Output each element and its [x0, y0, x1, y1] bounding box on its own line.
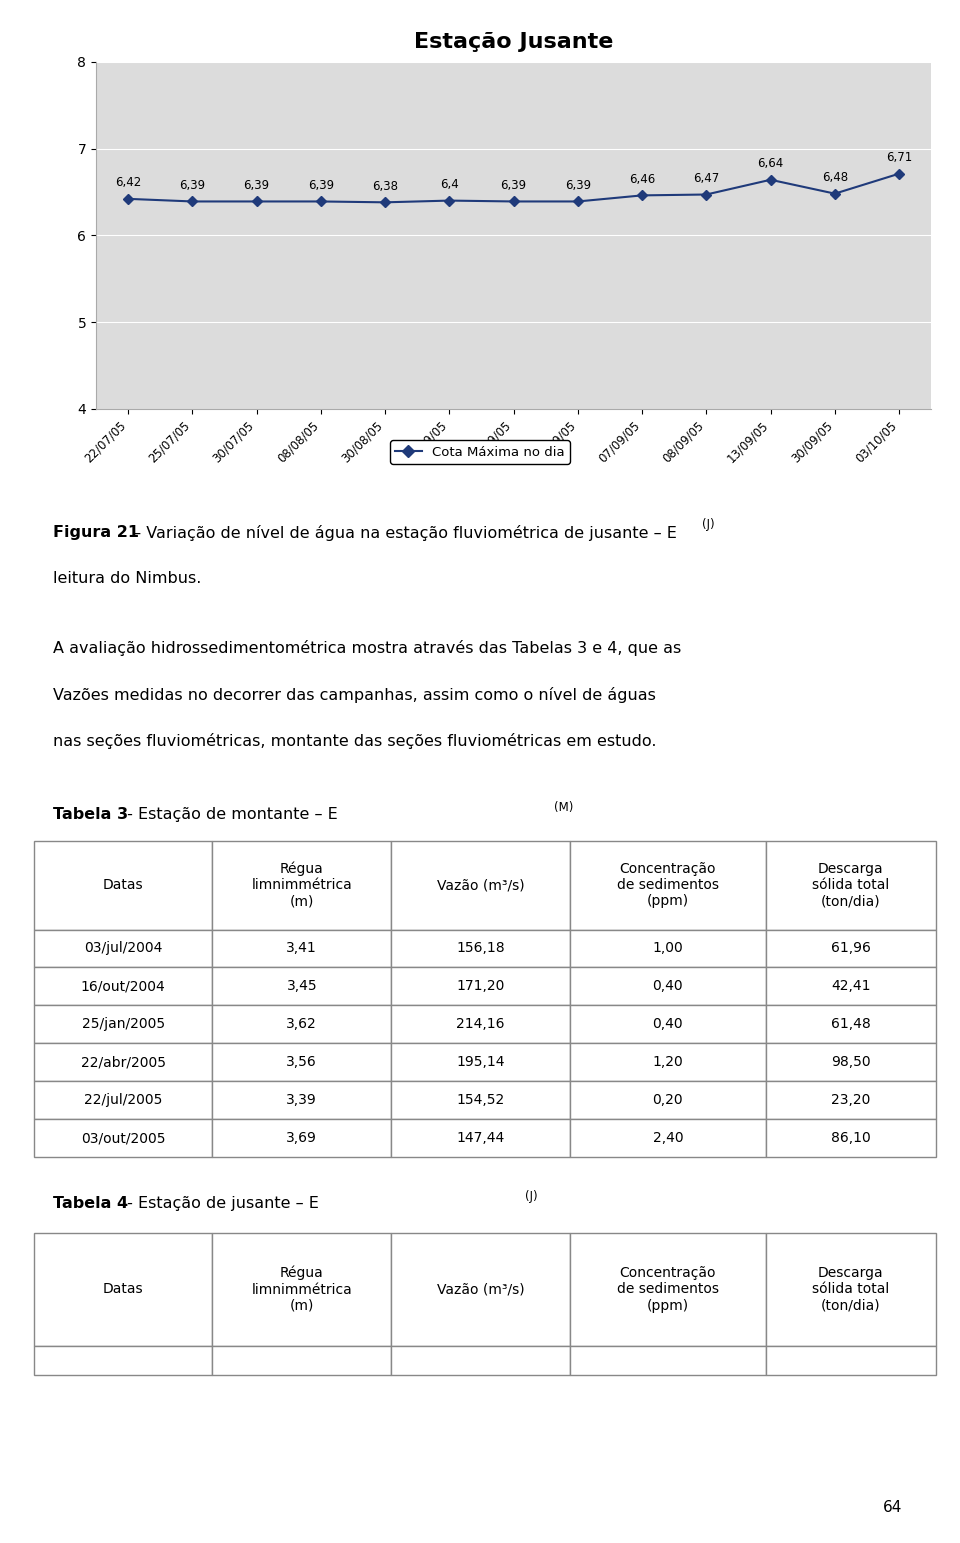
Text: Figura 21: Figura 21	[53, 525, 139, 540]
Text: 6,71: 6,71	[886, 151, 912, 164]
Text: 6,48: 6,48	[822, 171, 848, 184]
Text: 6,4: 6,4	[440, 177, 459, 191]
Text: 64: 64	[883, 1500, 902, 1515]
Text: (M): (M)	[554, 801, 573, 813]
Text: 6,47: 6,47	[693, 171, 719, 185]
Text: 6,46: 6,46	[629, 173, 656, 185]
Text: (J): (J)	[702, 518, 714, 531]
Text: 6,39: 6,39	[500, 179, 527, 191]
Text: Tabela 4: Tabela 4	[53, 1196, 128, 1211]
Legend: Cota Máxima no dia: Cota Máxima no dia	[390, 440, 570, 464]
Text: – Variação de nível de água na estação fluviométrica de jusante – E: – Variação de nível de água na estação f…	[128, 525, 677, 540]
Text: A avaliação hidrossedimentométrica mostra através das Tabelas 3 e 4, que as: A avaliação hidrossedimentométrica mostr…	[53, 640, 681, 656]
Text: Tabela 3: Tabela 3	[53, 807, 128, 822]
Text: 6,39: 6,39	[180, 179, 205, 191]
Text: nas seções fluviométricas, montante das seções fluviométricas em estudo.: nas seções fluviométricas, montante das …	[53, 733, 657, 748]
Text: 6,39: 6,39	[244, 179, 270, 191]
Text: Vazões medidas no decorrer das campanhas, assim como o nível de águas: Vazões medidas no decorrer das campanhas…	[53, 687, 656, 702]
Text: - Estação de montante – E: - Estação de montante – E	[122, 807, 338, 822]
Title: Estação Jusante: Estação Jusante	[414, 32, 613, 52]
Text: 6,39: 6,39	[308, 179, 334, 191]
Text: (J): (J)	[525, 1190, 538, 1202]
Text: 6,42: 6,42	[115, 176, 141, 190]
Text: - Estação de jusante – E: - Estação de jusante – E	[122, 1196, 319, 1211]
Text: 6,39: 6,39	[564, 179, 591, 191]
Text: 6,38: 6,38	[372, 179, 398, 193]
Text: leitura do Nimbus.: leitura do Nimbus.	[53, 571, 202, 586]
Text: 6,64: 6,64	[757, 157, 783, 170]
